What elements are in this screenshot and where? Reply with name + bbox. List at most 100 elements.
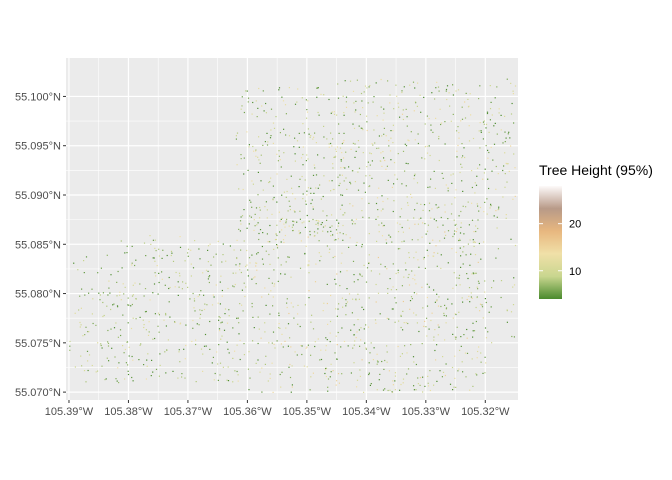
data-point (478, 210, 480, 212)
data-point (322, 226, 325, 228)
data-point (389, 94, 391, 96)
data-point (370, 383, 372, 385)
data-point (363, 264, 365, 266)
data-point (265, 304, 267, 306)
data-point (382, 208, 384, 210)
data-point (352, 260, 355, 262)
data-point (165, 325, 167, 327)
data-point (458, 274, 461, 276)
data-point (159, 364, 161, 366)
data-point (315, 263, 317, 265)
data-point (270, 290, 272, 292)
data-point (283, 191, 285, 193)
data-point (189, 298, 191, 300)
data-point (386, 361, 388, 363)
data-point (307, 236, 309, 238)
data-point (453, 272, 455, 274)
data-point (323, 175, 325, 177)
data-point (368, 372, 370, 374)
data-point (322, 230, 324, 232)
data-point (120, 334, 122, 337)
data-point (334, 352, 336, 354)
data-point (249, 215, 251, 217)
data-point (124, 378, 126, 380)
data-point (278, 155, 280, 157)
data-point (440, 305, 442, 308)
data-point (280, 241, 282, 243)
data-point (329, 226, 331, 228)
data-point (184, 358, 186, 360)
data-point (427, 255, 429, 257)
data-point (407, 139, 409, 141)
data-point (335, 229, 338, 231)
data-point (381, 360, 383, 363)
data-point (442, 224, 444, 226)
data-point (151, 359, 153, 361)
data-point (329, 248, 331, 250)
data-point (290, 302, 292, 304)
data-point (343, 180, 345, 182)
data-point (394, 297, 396, 299)
data-point (314, 341, 316, 343)
data-point (179, 236, 181, 238)
data-point (443, 314, 445, 317)
data-point (466, 273, 468, 275)
data-point (281, 229, 283, 231)
data-point (219, 362, 222, 364)
data-point (235, 135, 237, 137)
data-point (478, 282, 480, 284)
data-point (126, 245, 128, 247)
data-point (352, 221, 355, 223)
data-point (467, 98, 469, 100)
data-point (226, 322, 229, 324)
data-point (392, 384, 394, 386)
data-point (127, 322, 129, 324)
data-point (472, 241, 474, 243)
data-point (257, 107, 259, 109)
data-point (150, 375, 152, 377)
data-point (368, 362, 370, 364)
data-point (107, 329, 109, 332)
data-point (323, 157, 325, 159)
data-point (486, 198, 488, 200)
data-point (475, 306, 477, 309)
data-point (454, 355, 456, 357)
data-point (134, 264, 136, 267)
data-point (107, 345, 110, 347)
data-point (465, 376, 467, 378)
data-point (507, 133, 509, 135)
data-point (390, 130, 392, 132)
data-point (445, 308, 447, 310)
data-point (354, 156, 356, 158)
data-point (375, 82, 377, 84)
data-point (409, 84, 411, 86)
data-point (237, 374, 239, 376)
data-point (262, 189, 264, 191)
data-point (462, 205, 464, 207)
data-point (328, 146, 330, 148)
data-point (247, 97, 250, 99)
data-point (135, 318, 137, 320)
data-point (464, 156, 466, 159)
data-point (488, 311, 490, 313)
data-point (504, 131, 506, 133)
data-point (444, 231, 446, 233)
data-point (407, 322, 409, 325)
data-point (463, 246, 465, 248)
data-point (446, 85, 449, 87)
data-point (410, 344, 412, 346)
data-point (427, 186, 429, 188)
data-point (432, 239, 434, 241)
data-point (444, 143, 446, 145)
data-point (132, 380, 134, 382)
data-point (409, 300, 412, 302)
data-point (165, 314, 167, 316)
data-point (261, 258, 264, 260)
data-point (506, 309, 508, 311)
data-point (310, 376, 312, 378)
data-point (181, 288, 183, 290)
data-point (485, 127, 487, 129)
data-point (514, 167, 516, 169)
data-point (391, 391, 393, 393)
data-point (446, 98, 448, 101)
